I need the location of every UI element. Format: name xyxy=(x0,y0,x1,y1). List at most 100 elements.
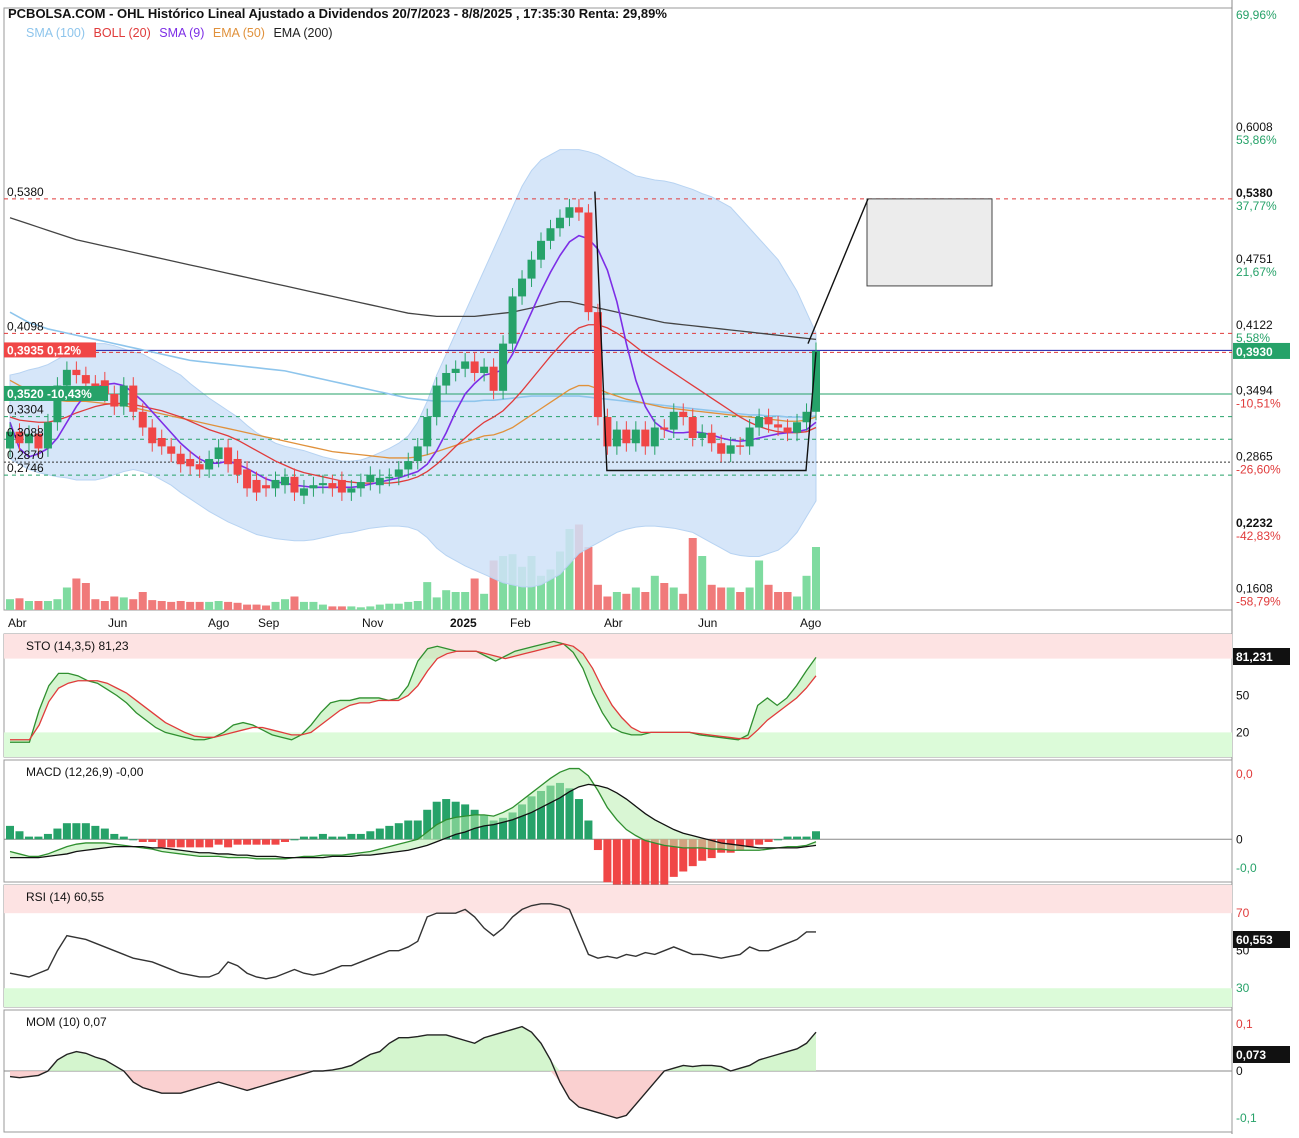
x-axis-label: Abr xyxy=(604,616,623,630)
volume-bar xyxy=(565,529,574,610)
macd-histogram-bar xyxy=(366,831,375,840)
macd-histogram-bar xyxy=(129,839,138,841)
candle-body xyxy=(280,476,289,486)
volume-bar xyxy=(461,592,470,610)
candle-body xyxy=(224,447,233,465)
candle-body xyxy=(736,445,745,447)
candle-body xyxy=(110,393,119,407)
candle-body xyxy=(243,469,252,489)
macd-histogram-bar xyxy=(603,839,612,883)
candle-body xyxy=(546,228,555,241)
volume-bar xyxy=(299,601,308,610)
legend-ema200: EMA (200) xyxy=(273,26,333,40)
candle-body xyxy=(24,433,33,444)
macd-histogram-bar xyxy=(299,836,308,840)
volume-bar xyxy=(148,600,157,610)
volume-bar xyxy=(812,547,820,610)
macd-histogram-bar xyxy=(565,788,574,840)
candle-body xyxy=(413,446,422,462)
macd-histogram-bar xyxy=(812,831,820,840)
macd-histogram-bar xyxy=(641,839,650,899)
candle-body xyxy=(72,369,81,376)
candle-body xyxy=(176,453,185,465)
rsi-line xyxy=(9,903,816,980)
macd-histogram-bar xyxy=(72,823,81,840)
macd-histogram-bar xyxy=(24,836,33,840)
sto-axis-label: 20 xyxy=(1236,725,1250,739)
sma9-line xyxy=(9,234,817,489)
axis-pct-label: -58,79% xyxy=(1236,594,1281,608)
volume-bar xyxy=(688,538,697,610)
macd-histogram-bar xyxy=(555,782,564,840)
macd-axis-label: 0 xyxy=(1236,832,1243,846)
macd-histogram-bar xyxy=(167,839,176,848)
volume-bar xyxy=(783,592,792,610)
volume-bar xyxy=(451,592,460,610)
volume-bar xyxy=(195,601,204,610)
x-axis-label: 2025 xyxy=(450,616,477,630)
left-price-label: 0,2746 xyxy=(7,461,44,475)
volume-bar xyxy=(755,560,764,610)
macd-histogram-bar xyxy=(318,833,327,840)
axis-pct-label: 53,86% xyxy=(1236,133,1277,147)
macd-histogram-bar xyxy=(736,839,745,851)
macd-histogram-bar xyxy=(593,839,602,851)
macd-histogram-bar xyxy=(745,839,754,848)
volume-bar xyxy=(385,603,394,610)
volume-bar xyxy=(736,592,745,610)
candle-body xyxy=(584,212,593,313)
volume-bar xyxy=(394,603,403,610)
oversold-zone xyxy=(4,988,1232,1007)
candle-body xyxy=(622,429,631,444)
left-price-label: 0,4098 xyxy=(7,319,44,333)
volume-bar xyxy=(584,547,593,610)
current-price-badge xyxy=(1233,342,1290,359)
volume-bar xyxy=(280,599,289,610)
macd-histogram-bar xyxy=(774,839,783,841)
volume-bar xyxy=(404,601,413,610)
candle-body xyxy=(480,366,489,373)
volume-bar xyxy=(129,599,138,610)
overbought-zone xyxy=(4,634,1232,659)
macd-histogram-bar xyxy=(537,790,546,840)
candle-body xyxy=(593,312,602,418)
candle-body xyxy=(6,431,14,449)
indicator-value-badge xyxy=(1233,648,1290,665)
macd-histogram-bar xyxy=(205,839,214,848)
volume-bar xyxy=(119,597,128,610)
candle-body xyxy=(43,422,52,449)
candle-body xyxy=(233,458,242,475)
candle-body xyxy=(783,427,792,433)
axis-pct-label: -42,83% xyxy=(1236,529,1281,543)
projection-box xyxy=(866,198,993,287)
candle-body xyxy=(432,385,441,418)
candle-body xyxy=(385,476,394,479)
candle-body xyxy=(451,368,460,373)
ema50-line xyxy=(9,379,817,459)
macd-histogram-bar xyxy=(432,801,441,840)
macd-histogram-bar xyxy=(622,839,631,907)
macd-histogram-bar xyxy=(688,839,697,867)
volume-bar xyxy=(81,583,90,610)
candle-body xyxy=(755,417,764,428)
candle-body xyxy=(214,447,223,459)
candle-body xyxy=(669,411,678,430)
volume-bar xyxy=(53,599,62,610)
candle-body xyxy=(337,479,346,493)
candle-body xyxy=(328,483,337,489)
candle-body xyxy=(461,361,470,369)
macd-histogram-bar xyxy=(793,836,802,840)
x-axis-label: Abr xyxy=(8,616,27,630)
volume-bar xyxy=(224,601,233,610)
candle-body xyxy=(603,417,612,447)
indicator-value-badge xyxy=(1233,1046,1290,1063)
candle-body xyxy=(53,385,62,423)
macd-histogram-bar xyxy=(176,839,185,848)
macd-axis-label: 0,0 xyxy=(1236,767,1253,781)
volume-bar xyxy=(337,606,346,610)
macd-histogram-bar xyxy=(631,839,640,904)
candle-body xyxy=(195,464,204,470)
macd-histogram-bar xyxy=(233,839,242,845)
volume-bar xyxy=(62,587,71,610)
